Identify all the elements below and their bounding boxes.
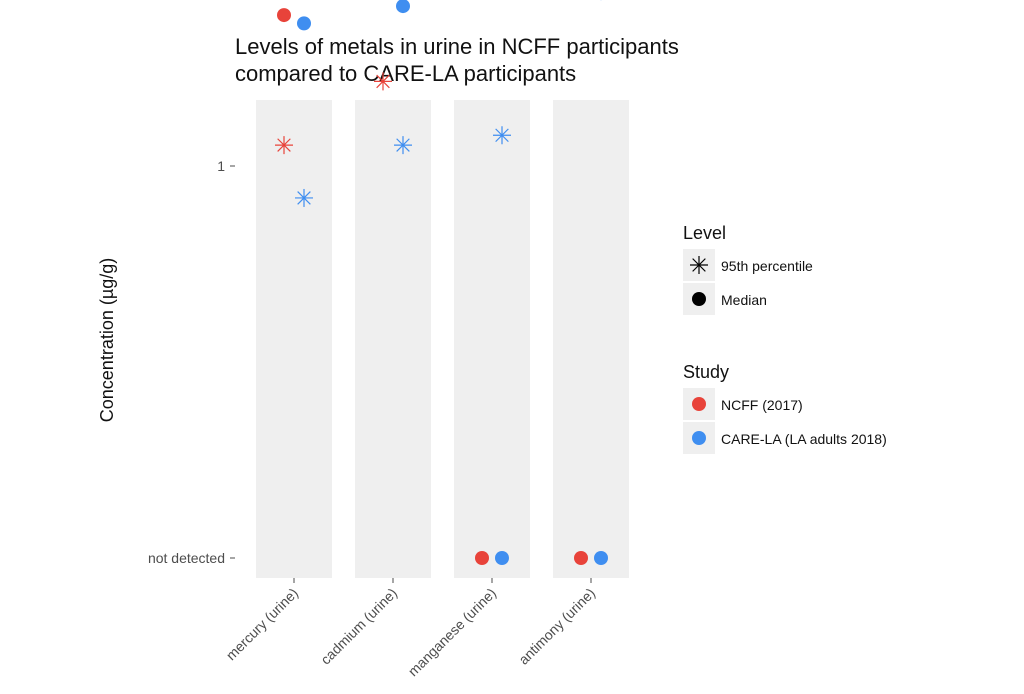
y-axis-label: Concentration (µg/g)	[97, 258, 117, 422]
study-legend: Study NCFF (2017) CARE-LA (LA adults 201…	[683, 362, 887, 454]
point-median	[277, 8, 291, 23]
legend-care-la-dot-icon	[692, 431, 706, 445]
point-median	[297, 16, 311, 31]
category-panel	[553, 100, 629, 578]
legend-asterisk-icon	[690, 256, 708, 274]
legend-item-ncff: NCFF (2017)	[721, 397, 803, 413]
point-95th-percentile	[493, 126, 511, 145]
point-95th-percentile	[295, 188, 313, 207]
study-legend-title: Study	[683, 362, 729, 382]
category-panels	[256, 100, 629, 578]
x-axis: mercury (urine) cadmium (urine) manganese …	[223, 578, 598, 679]
y-tick-label: not detected	[148, 550, 225, 566]
x-tick-label: mercury (urine)	[223, 585, 301, 663]
point-median	[495, 551, 509, 565]
x-tick-label: antimony (urine)	[515, 585, 598, 668]
point-95th-percentile	[374, 72, 392, 91]
point-median	[396, 0, 410, 14]
point-95th-percentile	[275, 136, 293, 155]
chart-title-line-1: Levels of metals in urine in NCFF partic…	[235, 34, 679, 59]
data-points	[275, 0, 608, 565]
asterisk-icon-shape	[690, 256, 708, 274]
point-95th-percentile	[394, 136, 412, 155]
category-panel	[454, 100, 530, 578]
point-median	[594, 551, 608, 565]
level-legend: Level 95th percentile Median	[683, 223, 813, 315]
x-tick-label: manganese (urine)	[405, 585, 499, 679]
level-legend-title: Level	[683, 223, 726, 243]
legend-item-95th-percentile: 95th percentile	[721, 258, 813, 274]
point-median	[475, 551, 489, 565]
category-panel	[355, 100, 431, 578]
category-panel	[256, 100, 332, 578]
chart-title-line-2: compared to CARE-LA participants	[235, 61, 576, 86]
legend-item-median: Median	[721, 292, 767, 308]
x-tick-label: cadmium (urine)	[317, 585, 400, 668]
point-median	[574, 551, 588, 565]
legend-item-care-la: CARE-LA (LA adults 2018)	[721, 431, 887, 447]
legend-ncff-dot-icon	[692, 397, 706, 411]
legend-circle-icon	[692, 292, 706, 306]
y-tick-label: 1	[217, 158, 225, 174]
